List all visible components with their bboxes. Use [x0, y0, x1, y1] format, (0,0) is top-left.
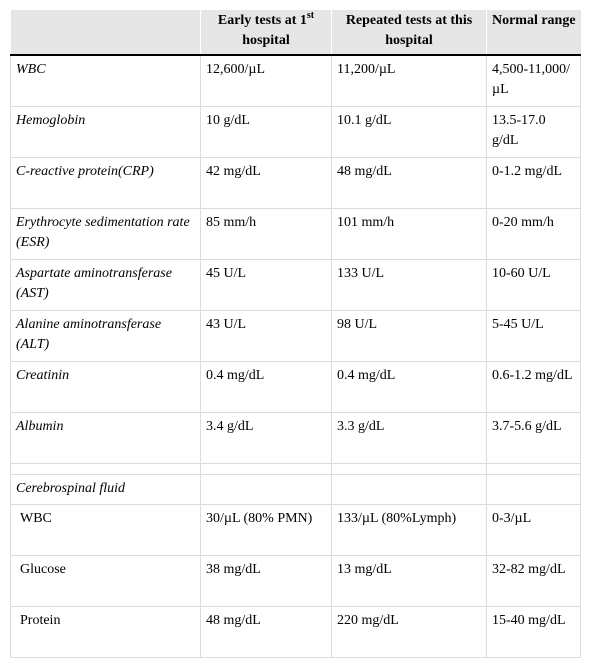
early-value: 0.4 mg/dL — [200, 361, 332, 413]
table-row: Erythrocyte sedimentation rate (ESR) 85 … — [10, 208, 581, 260]
test-name: Hemoglobin — [10, 106, 201, 158]
table-row: WBC 12,600/µL 11,200/µL 4,500-11,000/µL — [10, 55, 581, 107]
early-value: 45 U/L — [200, 259, 332, 311]
early-value: 48 mg/dL — [200, 606, 332, 658]
test-name: Protein — [10, 606, 201, 658]
table-row: Glucose 38 mg/dL 13 mg/dL 32-82 mg/dL — [10, 555, 581, 607]
repeated-value: 10.1 g/dL — [331, 106, 487, 158]
repeated-value: 0.4 mg/dL — [331, 361, 487, 413]
early-value: 10 g/dL — [200, 106, 332, 158]
table-header: Early tests at 1st hospital Repeated test… — [10, 10, 581, 56]
early-value: 3.4 g/dL — [200, 412, 332, 464]
early-value: 38 mg/dL — [200, 555, 332, 607]
empty-cell — [331, 474, 487, 505]
normal-range: 10-60 U/L — [486, 259, 581, 311]
header-test-name — [10, 10, 201, 56]
normal-range: 0-1.2 mg/dL — [486, 157, 581, 209]
table-row: Hemoglobin 10 g/dL 10.1 g/dL 13.5-17.0 g… — [10, 106, 581, 158]
repeated-value: 98 U/L — [331, 310, 487, 362]
table-row: WBC 30/µL (80% PMN) 133/µL (80%Lymph) 0-… — [10, 504, 581, 556]
normal-range: 0-3/µL — [486, 504, 581, 556]
test-name: C-reactive protein(CRP) — [10, 157, 201, 209]
header-row: Early tests at 1st hospital Repeated test… — [10, 10, 581, 56]
early-value: 85 mm/h — [200, 208, 332, 260]
test-name: Aspartate aminotransferase (AST) — [10, 259, 201, 311]
table-row: Albumin 3.4 g/dL 3.3 g/dL 3.7-5.6 g/dL — [10, 412, 581, 464]
repeated-value: 133 U/L — [331, 259, 487, 311]
table-body: WBC 12,600/µL 11,200/µL 4,500-11,000/µL … — [10, 55, 581, 658]
table-row: Creatinin 0.4 mg/dL 0.4 mg/dL 0.6-1.2 mg… — [10, 361, 581, 413]
repeated-value: 220 mg/dL — [331, 606, 487, 658]
test-name: Creatinin — [10, 361, 201, 413]
spacer-cell — [486, 463, 581, 475]
spacer-cell — [331, 463, 487, 475]
test-name: WBC — [10, 55, 201, 107]
spacer-row — [10, 463, 581, 475]
normal-range: 3.7-5.6 g/dL — [486, 412, 581, 464]
header-repeated-tests: Repeated tests at this hospital — [331, 10, 487, 56]
normal-range: 15-40 mg/dL — [486, 606, 581, 658]
header-early-tests: Early tests at 1st hospital — [200, 10, 332, 56]
table-row: Alanine aminotransferase (ALT) 43 U/L 98… — [10, 310, 581, 362]
repeated-value: 3.3 g/dL — [331, 412, 487, 464]
normal-range: 4,500-11,000/µL — [486, 55, 581, 107]
early-value: 30/µL (80% PMN) — [200, 504, 332, 556]
normal-range: 0.6-1.2 mg/dL — [486, 361, 581, 413]
spacer-cell — [200, 463, 332, 475]
header-normal-range: Normal range — [486, 10, 581, 56]
repeated-value: 101 mm/h — [331, 208, 487, 260]
repeated-value: 133/µL (80%Lymph) — [331, 504, 487, 556]
early-value: 42 mg/dL — [200, 157, 332, 209]
section-row-csf: Cerebrospinal fluid — [10, 474, 581, 505]
test-name: Albumin — [10, 412, 201, 464]
normal-range: 32-82 mg/dL — [486, 555, 581, 607]
table-row: C-reactive protein(CRP) 42 mg/dL 48 mg/d… — [10, 157, 581, 209]
empty-cell — [486, 474, 581, 505]
repeated-value: 11,200/µL — [331, 55, 487, 107]
spacer-cell — [10, 463, 201, 475]
test-name: Alanine aminotransferase (ALT) — [10, 310, 201, 362]
early-value: 12,600/µL — [200, 55, 332, 107]
early-value: 43 U/L — [200, 310, 332, 362]
repeated-value: 13 mg/dL — [331, 555, 487, 607]
normal-range: 13.5-17.0 g/dL — [486, 106, 581, 158]
repeated-value: 48 mg/dL — [331, 157, 487, 209]
test-name: WBC — [10, 504, 201, 556]
normal-range: 0-20 mm/h — [486, 208, 581, 260]
lab-results-table: Early tests at 1st hospital Repeated test… — [10, 10, 581, 658]
header-early-tests-sup: st — [306, 10, 315, 21]
empty-cell — [200, 474, 332, 505]
test-name: Erythrocyte sedimentation rate (ESR) — [10, 208, 201, 260]
table-row: Aspartate aminotransferase (AST) 45 U/L … — [10, 259, 581, 311]
section-label: Cerebrospinal fluid — [10, 474, 201, 505]
table-row: Protein 48 mg/dL 220 mg/dL 15-40 mg/dL — [10, 606, 581, 658]
test-name: Glucose — [10, 555, 201, 607]
header-early-tests-text2: hospital — [242, 33, 290, 48]
normal-range: 5-45 U/L — [486, 310, 581, 362]
header-early-tests-text: Early tests at 1 — [217, 13, 307, 28]
